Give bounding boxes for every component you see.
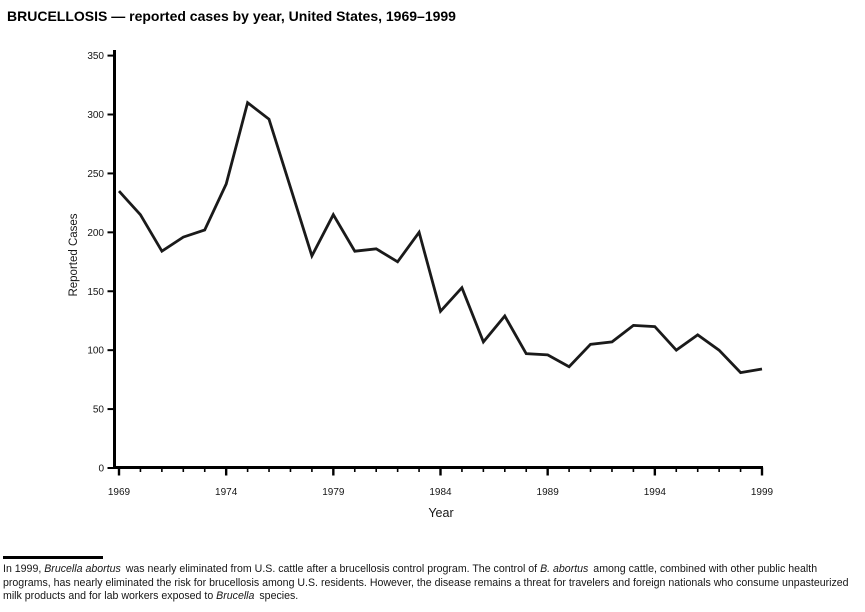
footnote-text: In 1999, Brucella abortus was nearly eli…: [3, 563, 863, 604]
cases-line-series: [117, 100, 763, 375]
footnote-run: In 1999,: [3, 563, 45, 575]
x-tick-label: 1989: [537, 487, 560, 498]
y-tick-label: 100: [87, 346, 104, 357]
footnote-rule: [3, 556, 103, 559]
x-tick-label: 1994: [644, 487, 667, 498]
footnote-run: was nearly eliminated from U.S. cattle a…: [122, 563, 541, 575]
x-tick-label: 1984: [429, 487, 452, 498]
chart-title: BRUCELLOSIS — reported cases by year, Un…: [7, 8, 456, 24]
chart-plot: [117, 100, 763, 375]
footnote-run: among cattle, combined with other public…: [3, 563, 849, 603]
chart-axes: 0 50 100 150 200 250 300 350 1969 1974 1979 1984 198…: [68, 50, 774, 520]
y-tick-label: 300: [87, 110, 104, 121]
x-tick-label: 1979: [322, 487, 345, 498]
footnote-italic-term: Brucella: [216, 590, 255, 603]
x-tick-label: 1969: [108, 487, 131, 498]
y-tick-label: 0: [98, 464, 104, 475]
footnote: In 1999, Brucella abortus was nearly eli…: [3, 556, 863, 604]
x-tick-label: 1999: [751, 487, 774, 498]
y-axis-title: Reported Cases: [68, 213, 80, 296]
x-tick-label: 1974: [215, 487, 238, 498]
y-tick-label: 350: [87, 51, 104, 62]
footnote-italic-term: Brucella abortus: [44, 563, 121, 575]
footnote-run: species.: [256, 590, 299, 603]
y-tick-label: 200: [87, 228, 104, 239]
line-chart: 0 50 100 150 200 250 300 350 1969 1974 1979 1984 198…: [68, 50, 774, 520]
y-tick-label: 250: [87, 169, 104, 180]
y-tick-label: 50: [93, 405, 105, 416]
x-axis-title: Year: [428, 506, 453, 520]
footnote-italic-term: B. abortus: [540, 563, 589, 575]
y-tick-label: 150: [87, 287, 104, 298]
